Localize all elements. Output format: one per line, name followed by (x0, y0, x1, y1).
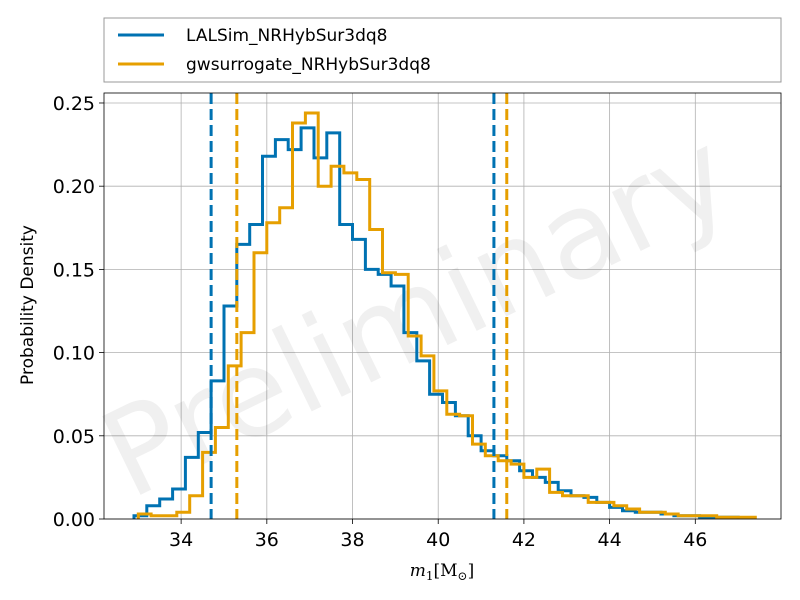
x-axis-label-sub: 1 (426, 569, 434, 583)
y-tick-label-3: 0.15 (53, 259, 95, 281)
legend-box (103, 17, 782, 83)
plot-frame (103, 92, 782, 520)
y-tick-label-5: 0.25 (53, 93, 95, 115)
x-tick-label-5: 44 (598, 529, 622, 551)
y-tick-label-0: 0.00 (53, 509, 95, 531)
x-tick-label-2: 38 (340, 529, 364, 551)
histogram-series-0 (132, 126, 740, 519)
y-tick-label-2: 0.10 (53, 343, 95, 365)
histogram-series-1 (136, 111, 757, 519)
x-tick-label-4: 42 (512, 529, 536, 551)
x-axis-ticks: 34 36 38 40 42 44 46 (169, 519, 707, 551)
x-axis-label-unit-sub: ⊙ (458, 569, 468, 583)
x-axis-label: m1[M⊙] (410, 561, 475, 583)
legend: LALSim_NRHybSur3dq8 gwsurrogate_NRHybSur3… (103, 17, 782, 83)
y-axis-label: Probability Density (18, 225, 38, 385)
x-tick-label-6: 46 (683, 529, 707, 551)
y-tick-label-1: 0.05 (53, 426, 95, 448)
x-axis-label-close: ] (468, 561, 475, 581)
x-tick-label-0: 34 (169, 529, 193, 551)
legend-label-0: LALSim_NRHybSur3dq8 (186, 26, 387, 46)
credible-interval-layer (209, 93, 509, 519)
x-tick-label-3: 40 (426, 529, 450, 551)
series-layer (132, 111, 757, 519)
legend-label-1: gwsurrogate_NRHybSur3dq8 (186, 55, 431, 75)
x-tick-label-1: 36 (255, 529, 279, 551)
y-tick-label-4: 0.20 (53, 176, 95, 198)
x-axis-label-unit: [M (434, 561, 458, 581)
x-axis-label-main: m (410, 561, 426, 581)
y-axis-ticks: 0.00 0.05 0.10 0.15 0.20 0.25 (53, 93, 104, 531)
